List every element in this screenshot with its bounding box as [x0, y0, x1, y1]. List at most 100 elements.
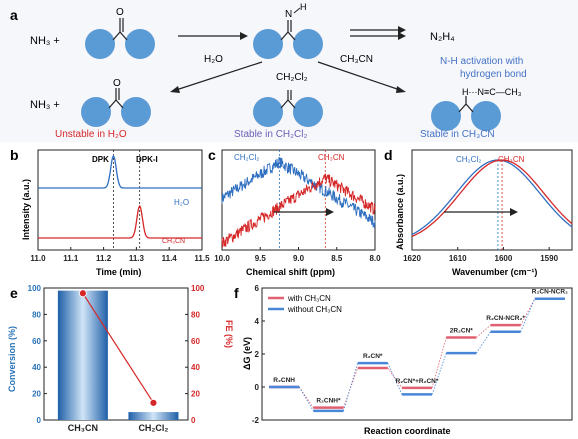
y2tick-label-e-4: 80 [191, 310, 200, 319]
state-label-f-5: R₂CN-NCR₂* [486, 315, 525, 322]
state-label-f-6: R₂CN-NCR₂ [532, 289, 568, 296]
vlines-b [113, 150, 141, 250]
connector-0-5 [520, 298, 536, 326]
y2tick-label-e-0: 0 [191, 416, 196, 425]
yticks-f: -2 0 2 4 6 [252, 284, 265, 425]
legend-ch3cn-c: CH₃CN [318, 153, 345, 162]
nh-activation-line2: hydrogen bond [460, 69, 527, 80]
legend-ch2cl2-c: CH₂Cl₂ [234, 153, 259, 162]
scheme-panel: a NH₃ + O N H N₂H₄ N- [0, 0, 578, 142]
xlabel-b: Time (min) [96, 267, 141, 277]
ylabel-e: Conversion (%) [7, 326, 17, 392]
arrow-to-ch3cn-head [396, 86, 406, 93]
energy-panel: f -2 0 2 4 6 R₂CNH R₂CNH* R₂CN* R₂CN*+R₂CN* 2R₂C… [234, 284, 573, 436]
ytick-label-e-2: 40 [32, 363, 41, 372]
panel-label-c: c [208, 147, 216, 163]
connector-1-0 [298, 386, 314, 412]
category-label-e-0: CH₃CN [68, 423, 98, 433]
state-label-f-1: R₂CNH* [316, 398, 341, 405]
xtick-label-c-3: 8.5 [331, 254, 343, 263]
panel-label-f: f [234, 285, 239, 301]
bars-e [57, 290, 179, 420]
curves-b [38, 154, 202, 239]
ytick-label-e-0: 0 [37, 416, 42, 425]
ytick-label-f-2: 2 [255, 350, 260, 359]
nh-activation-line1: N-H activation with [440, 56, 523, 67]
curve-b-0 [38, 154, 202, 189]
xtick-label-c-0: 10.0 [214, 254, 230, 263]
y2tick-label-e-3: 60 [191, 337, 200, 346]
curve-c-1 [221, 173, 376, 249]
yticks-e: 0 0 20 20 40 40 60 60 80 80 100 100 [28, 284, 205, 425]
ketone-oxygen-label: O [116, 7, 124, 18]
xticks-d: 1620 1610 1600 1590 [403, 247, 559, 263]
legend-without-ch3cn: without CH₃CN [287, 305, 342, 314]
xtick-label-c-4: 8.0 [369, 254, 381, 263]
ir-panel: d 1620 1610 1600 1590 CH₂Cl₂ CH₃CN Wavenumb… [384, 147, 573, 277]
ytick-label-e-3: 60 [32, 337, 41, 346]
xtick-label-c-2: 9.0 [293, 254, 305, 263]
curve-d-1 [411, 159, 573, 238]
ytick-label-f-0: -2 [252, 416, 260, 425]
connector-1-1 [343, 362, 359, 412]
arrow-to-ch3cn [317, 61, 401, 91]
xtick-label-b-2: 11.2 [96, 254, 112, 263]
ytick-label-e-4: 80 [32, 310, 41, 319]
ylabel-b: Intensity (a.u.) [21, 179, 31, 240]
curve-c-0 [221, 157, 376, 228]
plot-frame-e [43, 287, 189, 421]
ytick-label-f-3: 4 [255, 317, 260, 326]
state-labels-f: R₂CNH R₂CNH* R₂CN* R₂CN*+R₂CN* 2R₂CN* R₂CN-NC… [273, 289, 568, 405]
state-label-f-4: 2R₂CN* [450, 328, 474, 335]
xticks-c: 10.0 9.5 9.0 8.5 8.0 [214, 247, 381, 263]
imine-molecule-right [431, 96, 501, 131]
connector-0-4 [476, 324, 491, 338]
legend-ch3cn-b: CH₃CN [162, 238, 185, 245]
imine-h-label: H [300, 2, 307, 12]
arrow-to-imine-head [240, 32, 248, 40]
shift-arrow-head-c [326, 208, 334, 216]
vlines-d [497, 160, 503, 250]
panel-label-a: a [10, 7, 18, 23]
marker-dpk-i: DPK-I [136, 155, 158, 164]
conversion-panel: e 0 0 20 20 40 40 60 60 80 80 100 100 CH₃CN CH₂Cl₂ C… [7, 284, 234, 433]
ketone-bottom-o-label: O [113, 78, 121, 89]
xlabel-d: Wavenumber (cm⁻¹) [452, 267, 537, 277]
imine-molecule-top: N H [253, 2, 323, 59]
nh3-plus-top: NH₃ + [30, 35, 60, 47]
vlines-c [278, 150, 326, 250]
categories-e: CH₃CN CH₂Cl₂ [68, 423, 169, 433]
ketone-molecule-bottom: O [81, 78, 151, 127]
nh3-plus-bottom: NH₃ + [30, 99, 60, 111]
double-arrow-bottom-head [398, 32, 406, 40]
fe-line-e [78, 289, 158, 407]
xtick-label-b-0: 11.0 [30, 254, 46, 263]
h2o-arrow-label: H₂O [204, 54, 223, 65]
ytick-label-e-1: 20 [32, 390, 41, 399]
curve-d-0 [411, 159, 573, 236]
y2tick-label-e-5: 100 [191, 284, 205, 293]
shift-arrow-head-d [510, 208, 518, 216]
ytick-label-e-5: 100 [28, 284, 42, 293]
ylabel-d: Absorbance (a.u.) [395, 174, 405, 250]
unstable-h2o-caption: Unstable in H₂O [55, 129, 127, 140]
xtick-label-d-0: 1620 [403, 254, 421, 263]
imine-molecule-mid [253, 90, 323, 127]
imine-n-label: N [285, 9, 292, 20]
ylabel-f: ΔG (eV) [242, 337, 252, 370]
fe-line [82, 292, 154, 404]
stable-ch3cn-caption: Stable in CH₃CN [420, 129, 495, 140]
panel-label-e: e [10, 285, 18, 301]
fe-point-1 [149, 398, 158, 407]
n2h4-label: N₂H₄ [430, 31, 455, 43]
curves-d [411, 159, 573, 238]
state-label-f-3: R₂CN*+R₂CN* [396, 378, 439, 385]
xtick-label-d-3: 1590 [540, 254, 558, 263]
panel-label-d: d [384, 147, 393, 163]
legend-with-ch3cn: with CH₃CN [287, 294, 331, 303]
connector-1-3 [431, 353, 447, 395]
fe-point-0 [78, 289, 87, 298]
arrow-to-water [175, 61, 263, 91]
legend-ch2cl2-d: CH₂Cl₂ [456, 155, 481, 164]
state-label-f-0: R₂CNH [273, 377, 295, 384]
